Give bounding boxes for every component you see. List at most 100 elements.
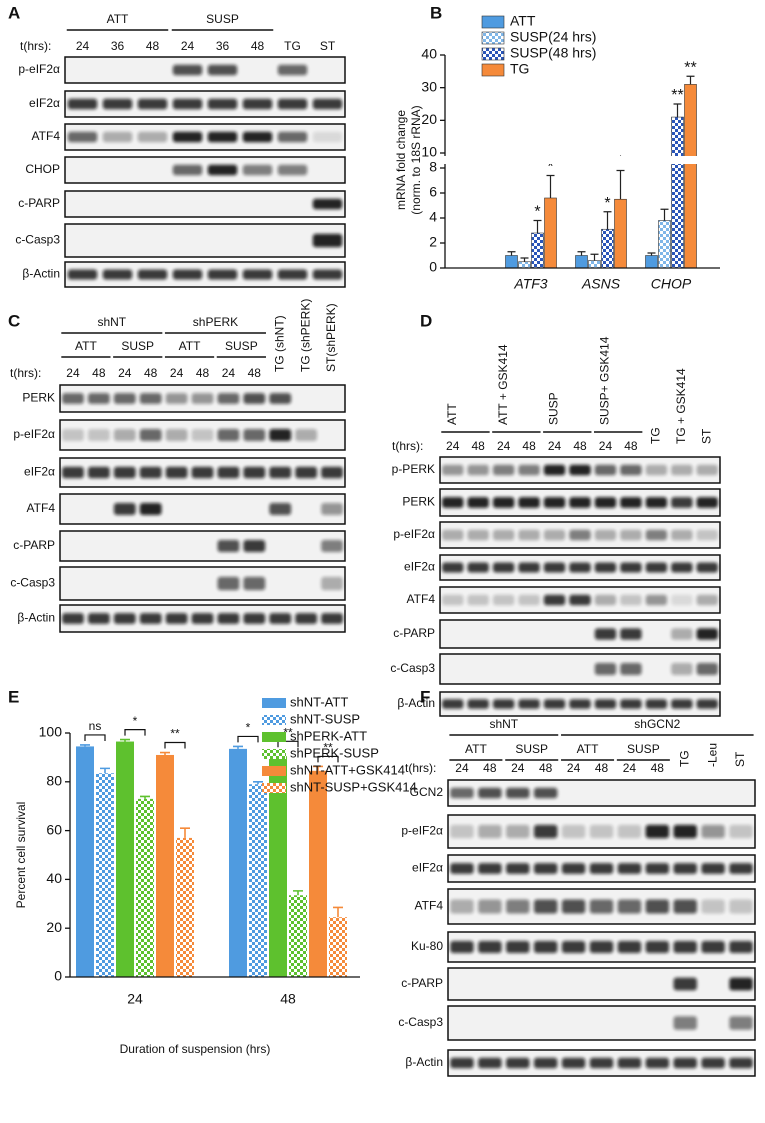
band — [62, 613, 84, 624]
band — [62, 393, 84, 404]
row-label: p-eIF2α — [401, 824, 443, 838]
lane-label: 48 — [144, 366, 158, 380]
band — [729, 824, 753, 839]
lane-label: TG — [649, 427, 663, 444]
band — [701, 863, 725, 874]
band — [729, 863, 753, 874]
legend-swatch — [481, 15, 505, 29]
band — [673, 1016, 697, 1030]
legend-swatch — [262, 749, 286, 759]
x-tick-label: ASNS — [581, 276, 621, 292]
row-label: c-Casp3 — [15, 233, 60, 247]
band — [312, 269, 343, 280]
legend-swatch — [481, 63, 505, 77]
band — [478, 824, 502, 839]
band — [217, 613, 240, 624]
band — [207, 269, 238, 280]
lane-label: 24 — [497, 439, 511, 453]
blot-frame — [59, 493, 346, 525]
band — [673, 863, 697, 874]
error-bar — [100, 767, 110, 774]
significance-bracket — [124, 728, 146, 736]
time-label: t(hrs): — [392, 439, 423, 453]
band — [589, 824, 614, 839]
band — [645, 594, 668, 606]
significance-bracket — [317, 755, 339, 763]
y-tick-label: 30 — [421, 78, 437, 94]
band — [172, 131, 203, 143]
y-axis-label: Percent cell survival — [14, 802, 28, 909]
band — [478, 1057, 502, 1069]
group-label: ATT — [75, 339, 97, 353]
error-bar — [546, 174, 555, 198]
band — [696, 699, 718, 709]
band — [569, 699, 591, 709]
band — [139, 393, 162, 404]
band — [113, 613, 136, 624]
legend-swatch — [262, 715, 286, 725]
band — [478, 899, 502, 914]
significance: ** — [671, 87, 683, 104]
band — [673, 941, 697, 953]
band — [172, 164, 203, 176]
band — [242, 269, 273, 280]
band — [442, 464, 464, 476]
band — [620, 699, 642, 709]
lane-label: 36 — [111, 39, 125, 53]
error-bar — [313, 765, 323, 771]
bar — [96, 773, 114, 977]
significance: * — [604, 195, 610, 212]
row-label: c-Casp3 — [398, 1015, 443, 1029]
error-bar — [333, 906, 343, 918]
error-bar — [160, 751, 170, 755]
bar — [329, 917, 347, 977]
bar — [176, 837, 194, 977]
row-label: PERK — [22, 391, 55, 405]
row-label: ATF4 — [407, 592, 436, 606]
y-tick-label: 2 — [429, 234, 437, 250]
lane-label: 24 — [548, 439, 562, 453]
band — [321, 576, 343, 591]
row-label: β-Actin — [17, 611, 55, 625]
band — [645, 1057, 670, 1069]
band — [312, 233, 343, 248]
lane-label: 48 — [472, 439, 486, 453]
band — [533, 899, 558, 914]
lane-label: TG — [677, 750, 691, 767]
band — [729, 899, 753, 914]
band — [561, 941, 586, 953]
band — [492, 562, 515, 573]
band — [312, 98, 343, 110]
band — [217, 540, 240, 552]
band — [543, 464, 566, 476]
band — [620, 497, 642, 508]
band — [569, 562, 591, 573]
band — [450, 824, 474, 839]
row-label: p-PERK — [392, 462, 435, 476]
band — [561, 1057, 586, 1069]
row-label: c-PARP — [393, 626, 435, 640]
band — [450, 863, 474, 874]
time-label: t(hrs): — [405, 761, 436, 775]
band — [242, 131, 273, 143]
band — [312, 131, 343, 143]
panel-letter: B — [430, 3, 442, 22]
lane-label: 48 — [573, 439, 587, 453]
error-bar — [616, 169, 625, 200]
band — [569, 529, 591, 541]
lane-label: ST — [699, 428, 713, 444]
group-label: ATT + GSK414 — [496, 344, 510, 425]
x-tick-label: 48 — [280, 991, 296, 1007]
y-axis-label: (norm. to 18S rRNA) — [409, 105, 423, 214]
legend-swatch — [262, 766, 286, 776]
band — [295, 466, 318, 479]
blot-frame — [64, 190, 346, 218]
band — [242, 98, 273, 110]
band — [207, 131, 238, 143]
band — [645, 497, 668, 508]
band — [87, 466, 110, 479]
error-bar — [577, 251, 586, 256]
band — [729, 941, 753, 953]
bar — [614, 198, 627, 269]
